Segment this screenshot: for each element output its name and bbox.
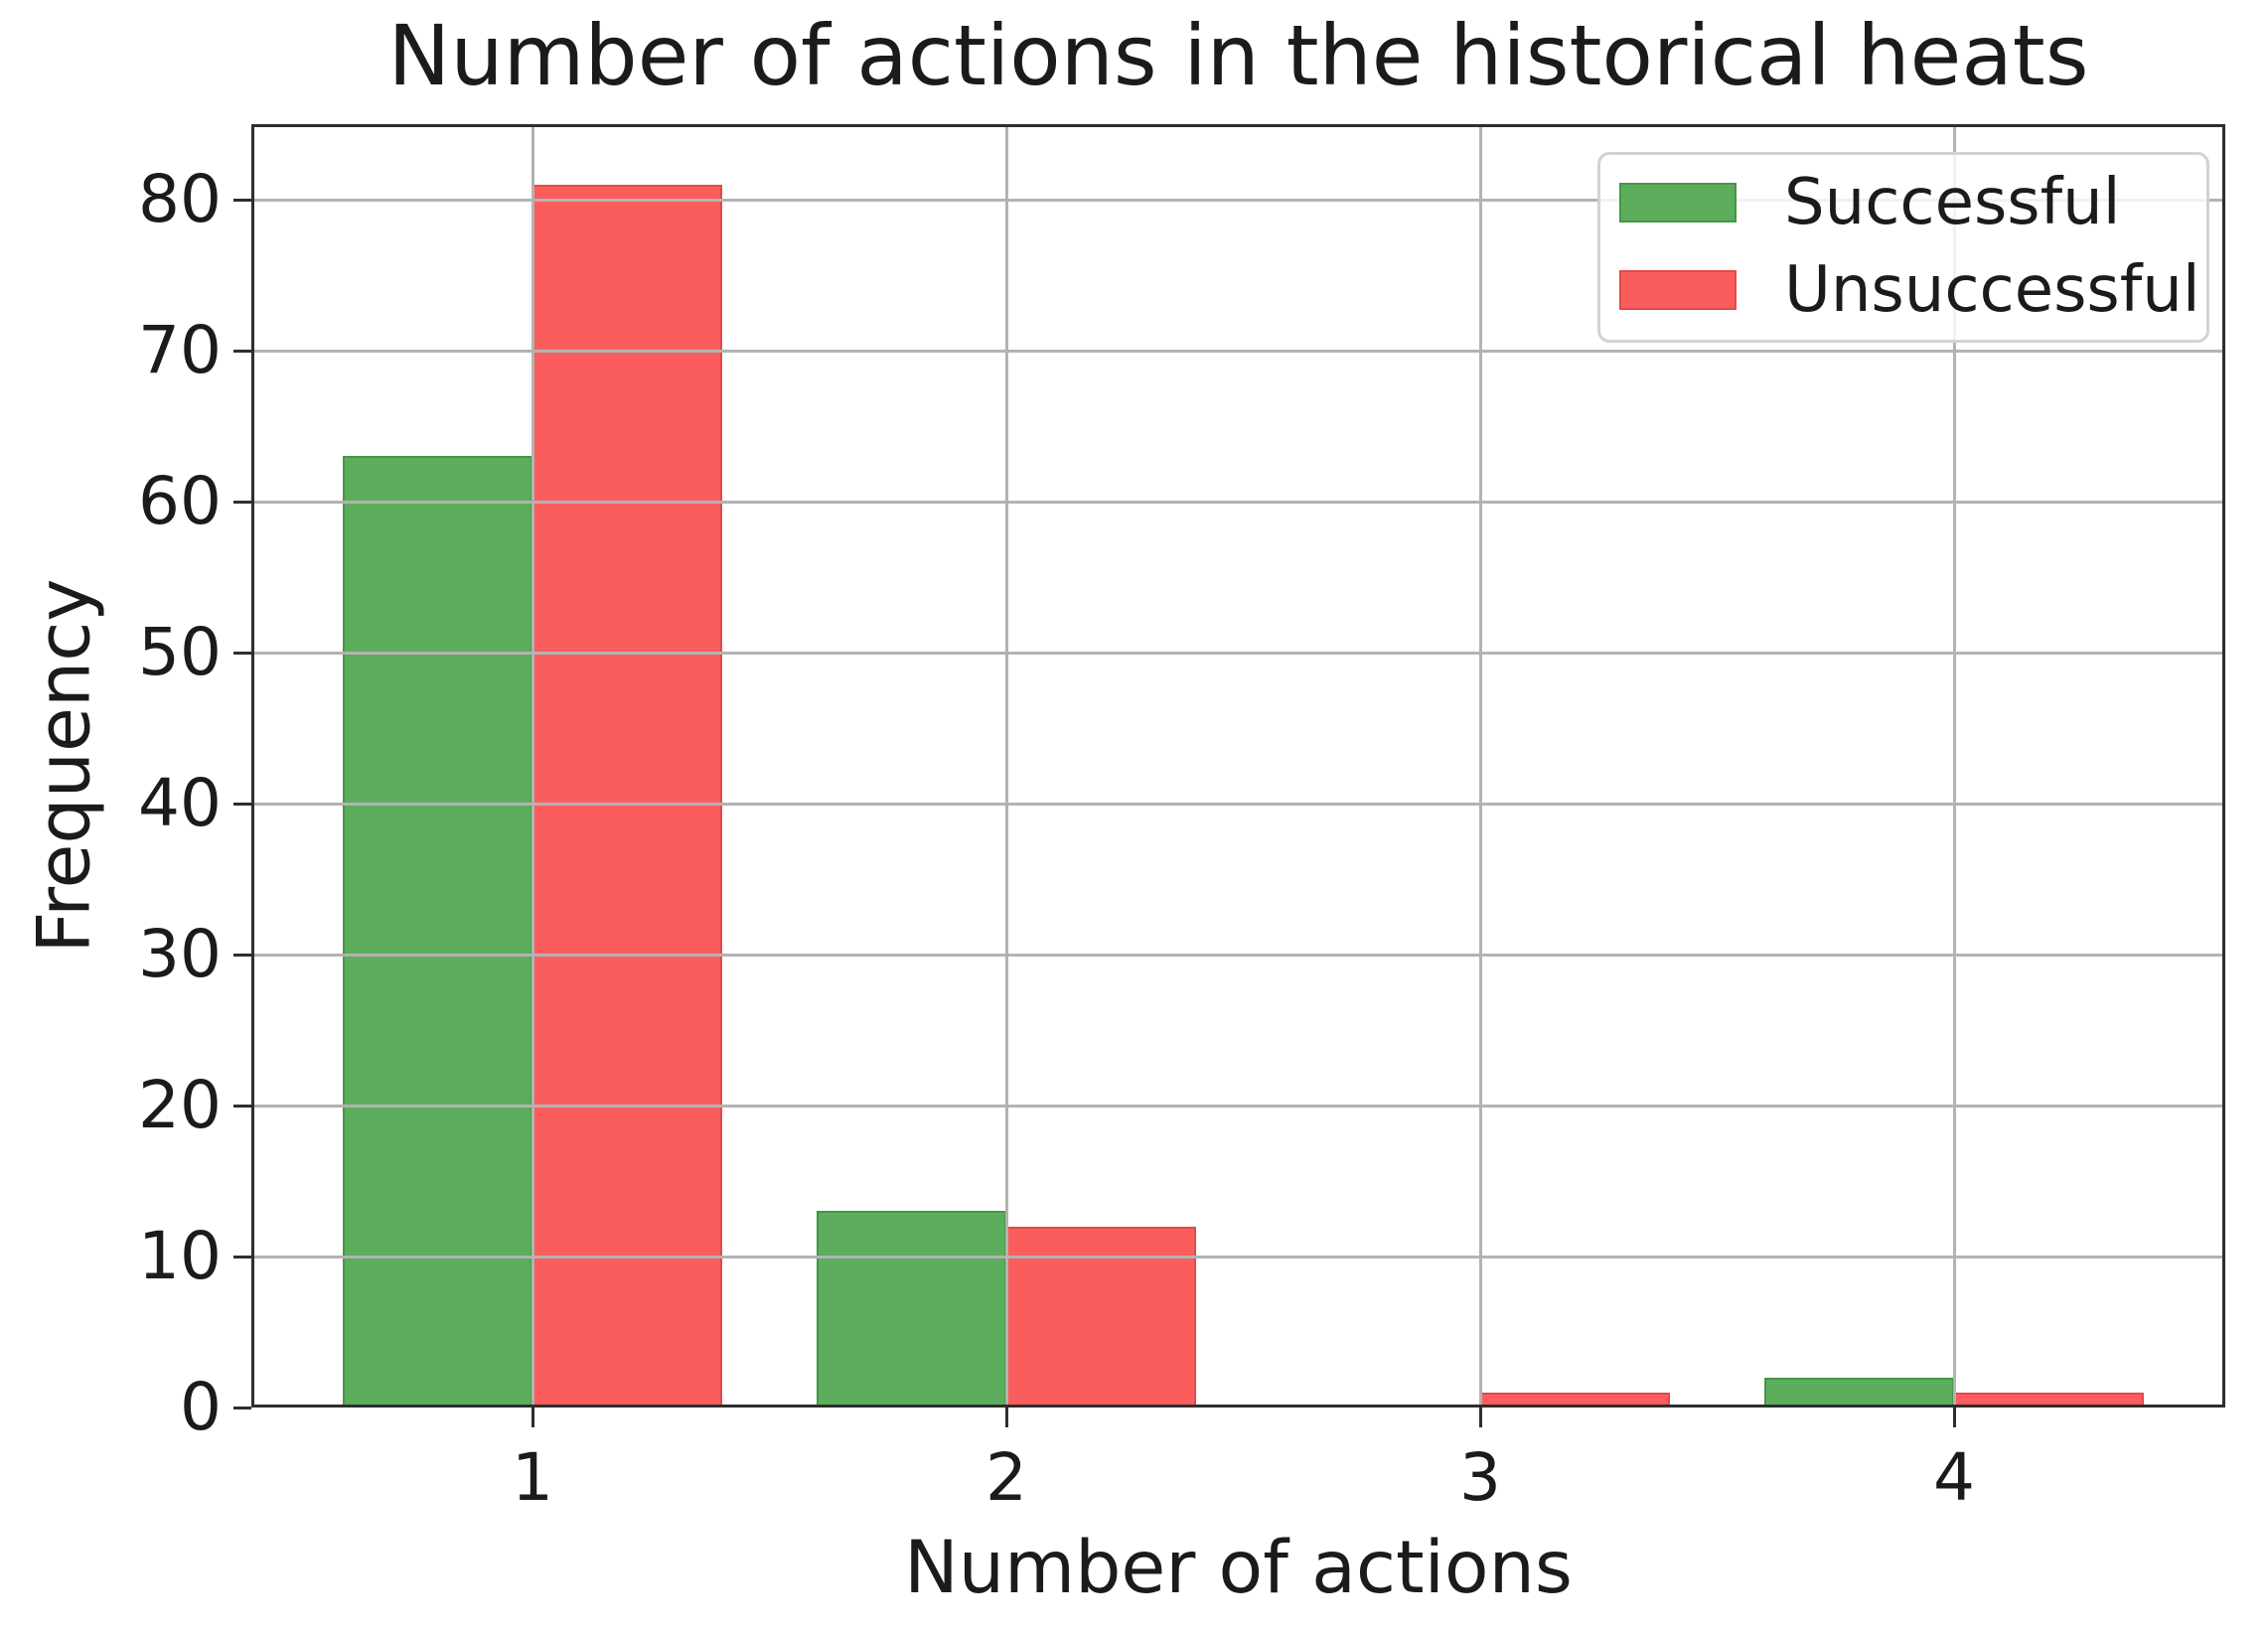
bar-successful-x4 — [1764, 1378, 1954, 1408]
legend: Successful Unsuccessful — [1597, 152, 2209, 343]
x-axis-label: Number of actions — [904, 1526, 1573, 1610]
ytick-mark-60 — [233, 501, 251, 504]
xtick-mark-2 — [1005, 1408, 1008, 1427]
chart-title: Number of actions in the historical heat… — [387, 7, 2089, 104]
xtick-mark-3 — [1479, 1408, 1482, 1427]
legend-label-successful: Successful — [1784, 166, 2121, 239]
unsuccessful-swatch — [1619, 270, 1737, 310]
bar-successful-x2 — [817, 1211, 1006, 1408]
xtick-mark-1 — [531, 1408, 534, 1427]
legend-entry-unsuccessful: Unsuccessful — [1619, 258, 2206, 322]
xtick-label-2: 2 — [985, 1439, 1027, 1516]
xtick-label-3: 3 — [1459, 1439, 1501, 1516]
ytick-label-50: 50 — [138, 614, 222, 690]
ytick-mark-50 — [233, 652, 251, 655]
plot-area: 0 10 20 30 40 50 60 70 80 1 2 3 4 Successful Unsucce… — [138, 124, 2225, 1511]
xtick-label-1: 1 — [512, 1439, 553, 1516]
ytick-label-10: 10 — [138, 1218, 222, 1294]
ytick-label-40: 40 — [138, 765, 222, 841]
legend-entry-successful: Successful — [1619, 171, 2206, 234]
bar-unsuccessful-x1 — [532, 185, 722, 1408]
ytick-label-60: 60 — [138, 463, 222, 539]
ytick-mark-0 — [233, 1407, 251, 1409]
bar-unsuccessful-x4 — [1954, 1393, 2144, 1408]
gridline-x-3 — [1479, 124, 1482, 1408]
xtick-label-4: 4 — [1933, 1439, 1975, 1516]
ytick-mark-20 — [233, 1105, 251, 1108]
ytick-mark-70 — [233, 350, 251, 353]
ytick-mark-40 — [233, 803, 251, 806]
ytick-mark-30 — [233, 954, 251, 957]
bar-successful-x1 — [343, 456, 532, 1408]
ytick-label-30: 30 — [138, 916, 222, 992]
ytick-label-70: 70 — [138, 312, 222, 388]
bar-unsuccessful-x2 — [1006, 1227, 1196, 1408]
successful-swatch — [1619, 183, 1737, 223]
ytick-label-0: 0 — [180, 1369, 222, 1445]
ytick-mark-10 — [233, 1256, 251, 1259]
ytick-mark-80 — [233, 199, 251, 202]
xtick-mark-4 — [1953, 1408, 1956, 1427]
bar-unsuccessful-x3 — [1480, 1393, 1670, 1408]
ytick-label-20: 20 — [138, 1067, 222, 1143]
legend-label-unsuccessful: Unsuccessful — [1784, 253, 2200, 327]
ytick-label-80: 80 — [138, 161, 222, 237]
